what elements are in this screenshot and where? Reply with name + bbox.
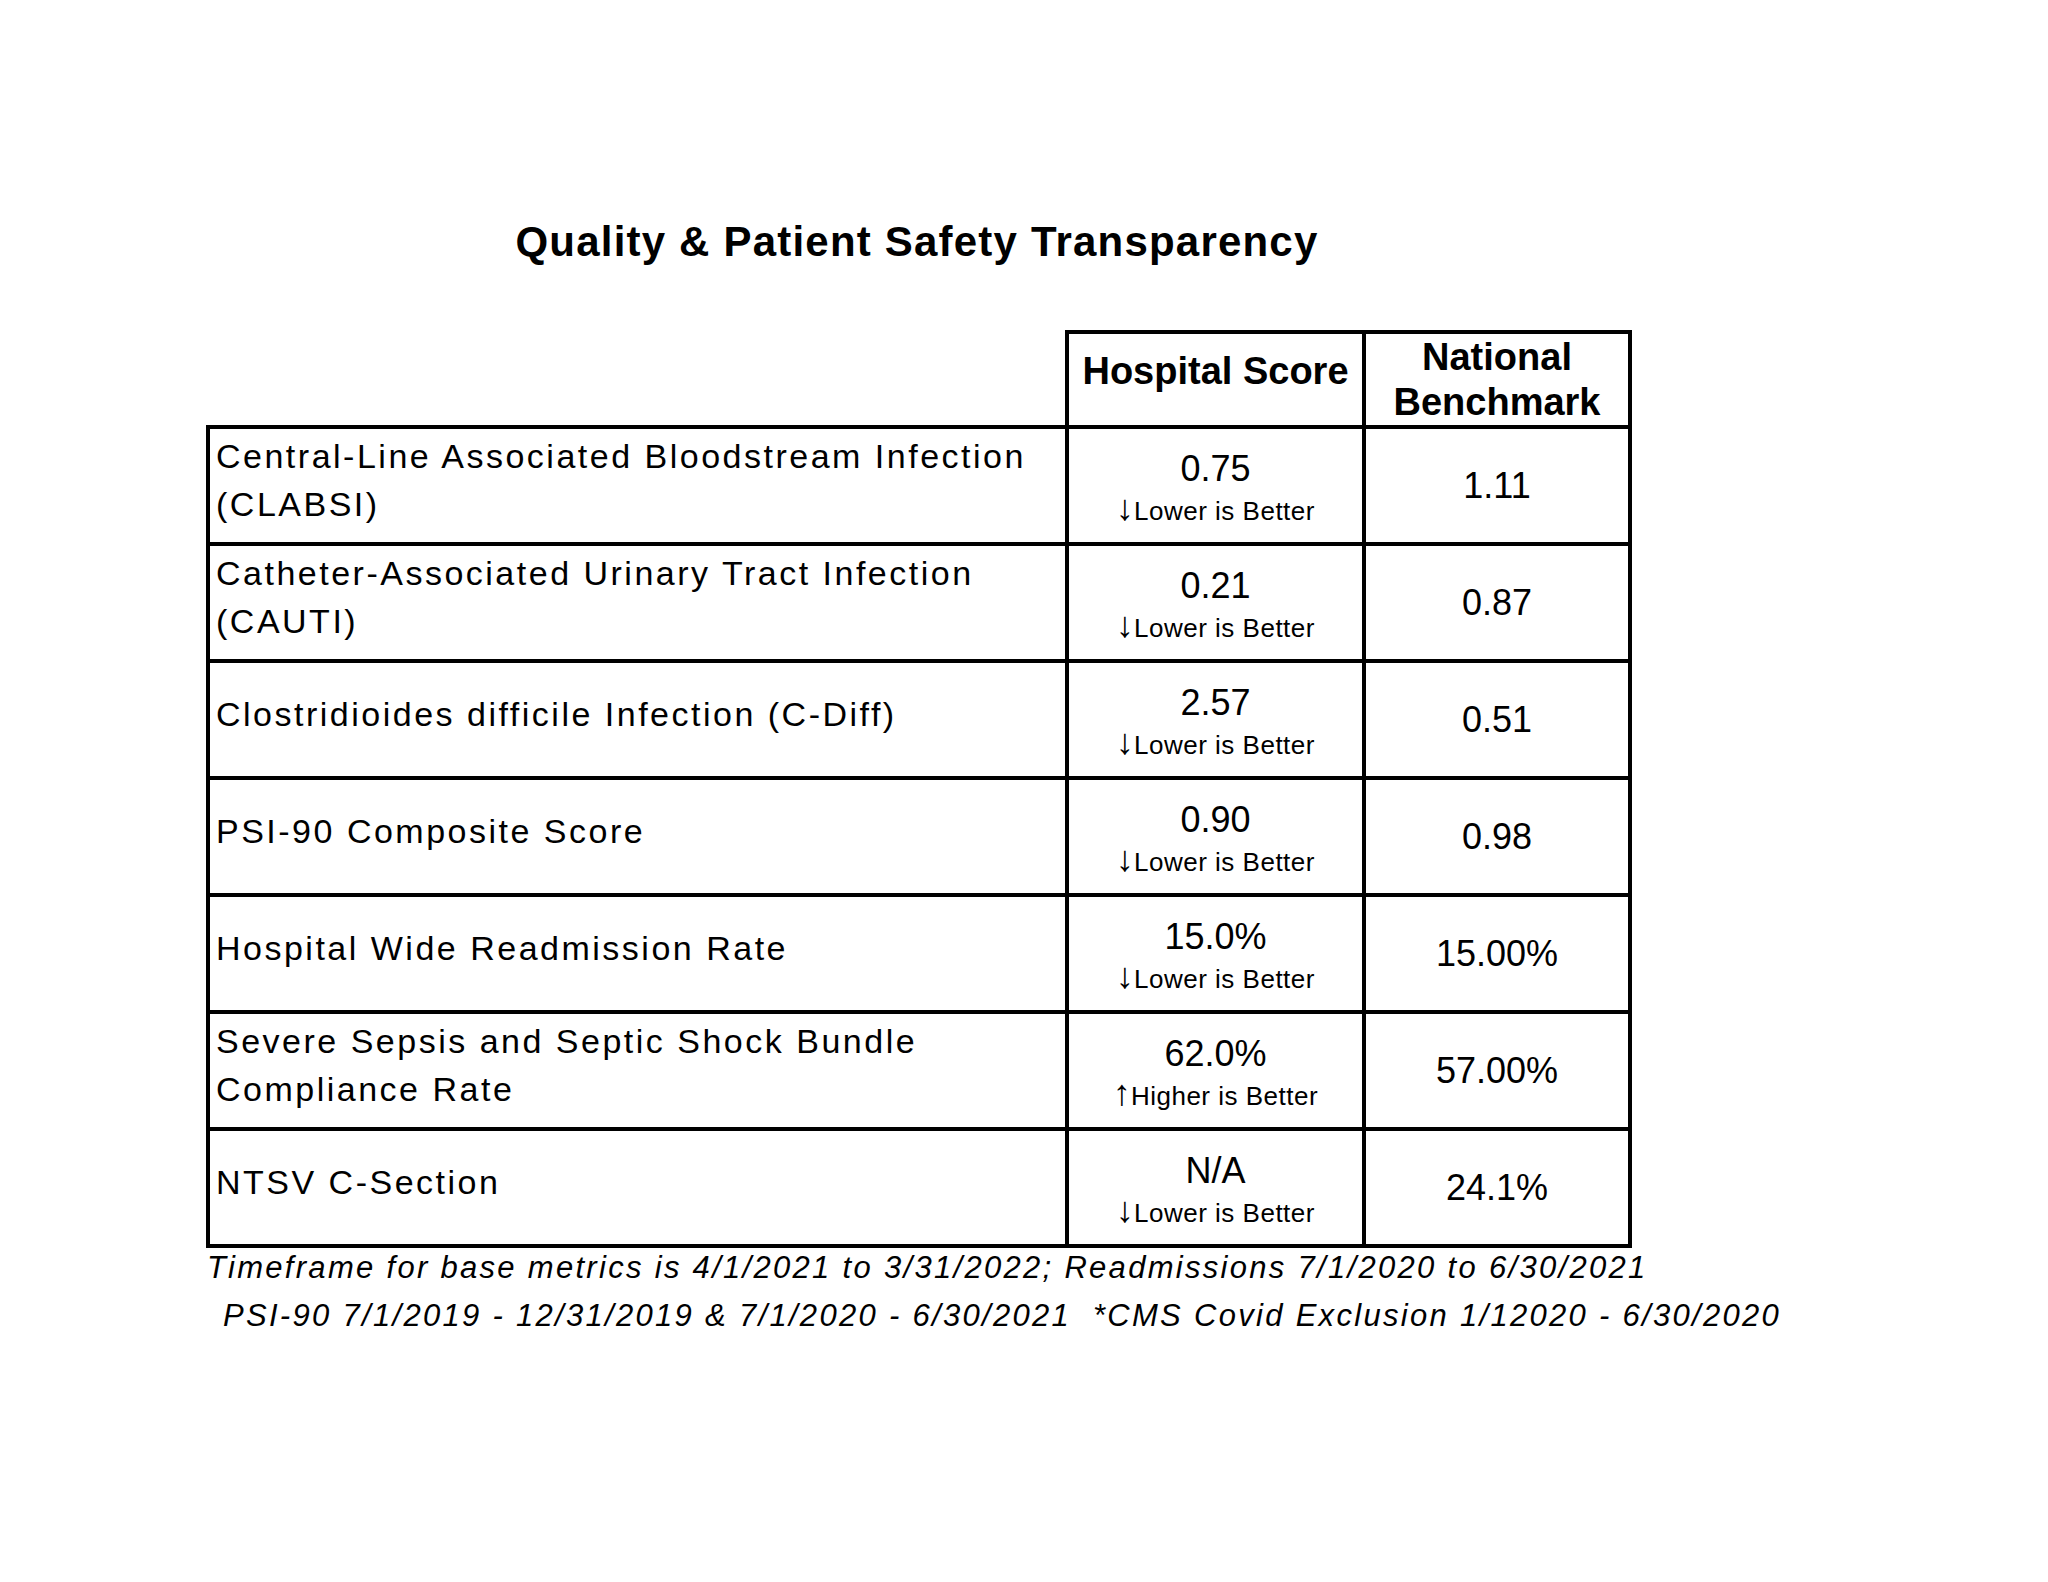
- benchmark-value: 1.11: [1364, 427, 1630, 544]
- down-arrow-icon: ↓: [1116, 955, 1134, 996]
- table-row: Severe Sepsis and Septic Shock Bundle Co…: [208, 1012, 1630, 1129]
- score-direction-text: Lower is Better: [1134, 496, 1315, 526]
- benchmark-value: 57.00%: [1364, 1012, 1630, 1129]
- score-direction-label: ↓Lower is Better: [1069, 1193, 1362, 1230]
- header-hospital-score: Hospital Score: [1067, 332, 1364, 427]
- score-direction-text: Lower is Better: [1134, 964, 1315, 994]
- hospital-score-value: 0.21: [1069, 564, 1362, 608]
- hospital-score-value: 0.75: [1069, 447, 1362, 491]
- table-row: Hospital Wide Readmission Rate 15.0% ↓Lo…: [208, 895, 1630, 1012]
- score-direction-text: Lower is Better: [1134, 1198, 1315, 1228]
- footnote-line-2: PSI-90 7/1/2019 - 12/31/2019 & 7/1/2020 …: [223, 1300, 1781, 1331]
- score-direction-label: ↓Lower is Better: [1069, 725, 1362, 762]
- score-direction-label: ↓Lower is Better: [1069, 959, 1362, 996]
- metric-name: NTSV C-Section: [208, 1129, 1067, 1246]
- hospital-score-value: 0.90: [1069, 798, 1362, 842]
- score-direction-label: ↓Lower is Better: [1069, 491, 1362, 528]
- score-direction-label: ↓Lower is Better: [1069, 608, 1362, 645]
- benchmark-value: 24.1%: [1364, 1129, 1630, 1246]
- score-direction-label: ↑Higher is Better: [1069, 1076, 1362, 1113]
- hospital-score-cell: 15.0% ↓Lower is Better: [1067, 895, 1364, 1012]
- down-arrow-icon: ↓: [1116, 1189, 1134, 1230]
- metric-name: Severe Sepsis and Septic Shock Bundle Co…: [208, 1012, 1067, 1129]
- header-blank-cell: [208, 332, 1067, 427]
- hospital-score-cell: 0.21 ↓Lower is Better: [1067, 544, 1364, 661]
- table-row: PSI-90 Composite Score 0.90 ↓Lower is Be…: [208, 778, 1630, 895]
- score-direction-text: Lower is Better: [1134, 613, 1315, 643]
- hospital-score-cell: 62.0% ↑Higher is Better: [1067, 1012, 1364, 1129]
- down-arrow-icon: ↓: [1116, 838, 1134, 879]
- benchmark-value: 15.00%: [1364, 895, 1630, 1012]
- down-arrow-icon: ↓: [1116, 604, 1134, 645]
- score-direction-text: Lower is Better: [1134, 847, 1315, 877]
- down-arrow-icon: ↓: [1116, 487, 1134, 528]
- quality-table: Hospital Score National Benchmark Centra…: [206, 330, 1632, 1248]
- score-direction-label: ↓Lower is Better: [1069, 842, 1362, 879]
- hospital-score-cell: 0.75 ↓Lower is Better: [1067, 427, 1364, 544]
- hospital-score-value: N/A: [1069, 1149, 1362, 1193]
- benchmark-value: 0.87: [1364, 544, 1630, 661]
- hospital-score-cell: 2.57 ↓Lower is Better: [1067, 661, 1364, 778]
- metric-name: Hospital Wide Readmission Rate: [208, 895, 1067, 1012]
- metric-name: Catheter-Associated Urinary Tract Infect…: [208, 544, 1067, 661]
- hospital-score-value: 15.0%: [1069, 915, 1362, 959]
- page-title: Quality & Patient Safety Transparency: [206, 218, 1628, 266]
- metric-name: Clostridioides difficile Infection (C-Di…: [208, 661, 1067, 778]
- up-arrow-icon: ↑: [1113, 1072, 1131, 1113]
- table-row: Catheter-Associated Urinary Tract Infect…: [208, 544, 1630, 661]
- header-row: Hospital Score National Benchmark: [208, 332, 1630, 427]
- table-row: Central-Line Associated Bloodstream Infe…: [208, 427, 1630, 544]
- table-row: NTSV C-Section N/A ↓Lower is Better 24.1…: [208, 1129, 1630, 1246]
- benchmark-value: 0.51: [1364, 661, 1630, 778]
- score-direction-text: Lower is Better: [1134, 730, 1315, 760]
- hospital-score-value: 62.0%: [1069, 1032, 1362, 1076]
- footnote-line-1: Timeframe for base metrics is 4/1/2021 t…: [207, 1252, 1648, 1283]
- header-national-benchmark: National Benchmark: [1364, 332, 1630, 427]
- table-row: Clostridioides difficile Infection (C-Di…: [208, 661, 1630, 778]
- score-direction-text: Higher is Better: [1131, 1081, 1318, 1111]
- benchmark-value: 0.98: [1364, 778, 1630, 895]
- hospital-score-value: 2.57: [1069, 681, 1362, 725]
- hospital-score-cell: N/A ↓Lower is Better: [1067, 1129, 1364, 1246]
- metric-name: Central-Line Associated Bloodstream Infe…: [208, 427, 1067, 544]
- hospital-score-cell: 0.90 ↓Lower is Better: [1067, 778, 1364, 895]
- down-arrow-icon: ↓: [1116, 721, 1134, 762]
- metric-name: PSI-90 Composite Score: [208, 778, 1067, 895]
